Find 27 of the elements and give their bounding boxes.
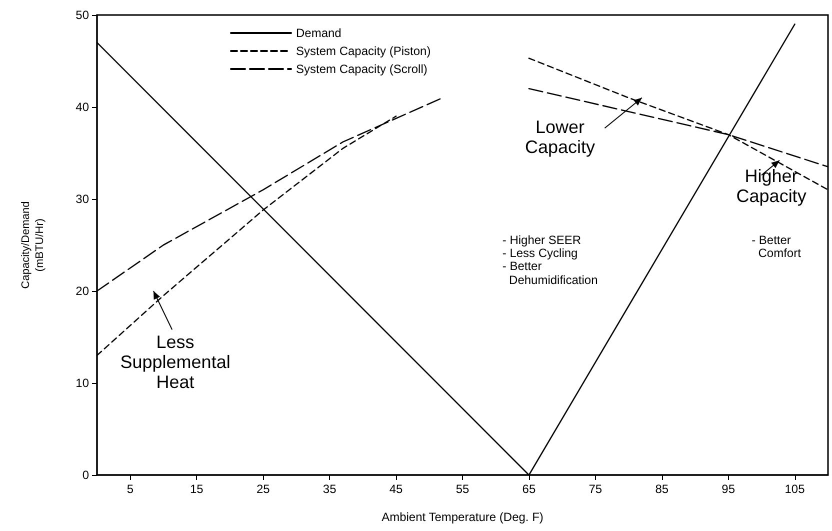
x-tick-label: 55: [456, 482, 470, 496]
y-tick-label: 0: [82, 468, 90, 482]
annotation: - Better Comfort: [752, 232, 801, 260]
x-tick-label: 25: [256, 482, 270, 496]
x-tick-label: 75: [588, 482, 602, 496]
legend-label: System Capacity (Scroll): [296, 62, 428, 76]
y-tick-label: 10: [76, 376, 90, 390]
x-tick-label: 15: [190, 482, 204, 496]
x-tick-label: 65: [522, 482, 536, 496]
annotation: Less Supplemental Heat: [120, 332, 230, 393]
x-tick-label: 45: [389, 482, 404, 496]
annotation: - Higher SEER - Less Cycling - Better Dehumidification: [502, 232, 598, 287]
x-tick-label: 105: [784, 482, 806, 496]
y-axis-title: Capacity/Demand (mBTU/Hr): [20, 201, 46, 289]
y-tick-label: 50: [76, 8, 90, 22]
legend-label: Demand: [296, 26, 342, 40]
x-axis-title: Ambient Temperature (Deg. F): [382, 510, 544, 524]
x-tick-label: 85: [655, 482, 669, 496]
y-tick-label: 30: [76, 192, 90, 206]
x-tick-label: 95: [722, 482, 736, 496]
annotation: Lower Capacity: [524, 117, 595, 158]
legend-label: System Capacity (Piston): [296, 44, 431, 58]
annotation: Higher Capacity: [736, 166, 806, 206]
x-tick-label: 5: [126, 482, 134, 496]
x-tick-label: 35: [322, 482, 337, 496]
y-tick-label: 40: [76, 100, 90, 114]
y-tick-label: 20: [76, 284, 90, 298]
